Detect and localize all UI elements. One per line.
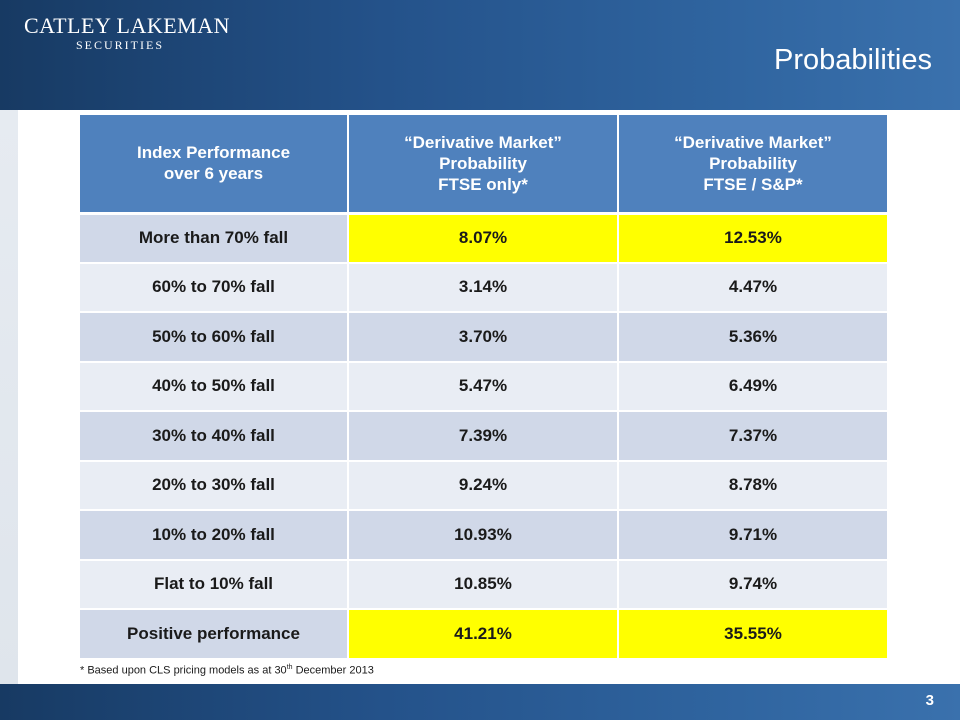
footer-bar: 3: [0, 684, 960, 720]
header-index-performance: Index Performance over 6 years: [80, 115, 349, 215]
ftse-sp-value: 4.47%: [618, 262, 889, 313]
table-row: Positive performance 41.21% 35.55%: [80, 609, 889, 660]
header-line: “Derivative Market”: [674, 132, 832, 152]
ftse-sp-value: 8.78%: [618, 460, 889, 511]
ftse-sp-value: 7.37%: [618, 411, 889, 462]
footnote-text-end: December 2013: [292, 664, 374, 677]
header-line: Probability: [709, 153, 797, 173]
ftse-only-value: 10.93%: [348, 510, 619, 561]
company-logo: CATLEY LAKEMAN SECURITIES: [24, 13, 230, 53]
row-label: 20% to 30% fall: [80, 460, 349, 511]
ftse-sp-value: 6.49%: [618, 361, 889, 412]
ftse-only-value: 3.70%: [348, 312, 619, 363]
row-label: 50% to 60% fall: [80, 312, 349, 363]
ftse-only-value: 10.85%: [348, 559, 619, 610]
ftse-only-value: 41.21%: [348, 609, 619, 660]
ftse-only-value: 7.39%: [348, 411, 619, 462]
ftse-sp-value: 12.53%: [618, 213, 889, 264]
header-line: Index Performance: [136, 143, 291, 163]
left-accent-bar: [0, 110, 18, 684]
header-line: FTSE / S&P*: [703, 174, 803, 194]
table-row: 40% to 50% fall 5.47% 6.49%: [80, 361, 889, 412]
footnote-superscript: th: [286, 664, 293, 671]
footnote: * Based upon CLS pricing models as at 30…: [80, 664, 374, 677]
ftse-sp-value: 9.74%: [618, 559, 889, 610]
page-number: 3: [925, 692, 934, 709]
page-title: Probabilities: [774, 44, 932, 76]
table-row: 60% to 70% fall 3.14% 4.47%: [80, 262, 889, 313]
row-label: 60% to 70% fall: [80, 262, 349, 313]
header-line: FTSE only*: [438, 174, 528, 194]
row-label: 10% to 20% fall: [80, 510, 349, 561]
ftse-only-value: 8.07%: [348, 213, 619, 264]
header-line: over 6 years: [163, 164, 264, 184]
table-header-row: Index Performance over 6 years “Derivati…: [80, 115, 889, 215]
table-row: 20% to 30% fall 9.24% 8.78%: [80, 460, 889, 511]
row-label: Flat to 10% fall: [80, 559, 349, 610]
table-row: 10% to 20% fall 10.93% 9.71%: [80, 510, 889, 561]
ftse-sp-value: 5.36%: [618, 312, 889, 363]
ftse-sp-value: 9.71%: [618, 510, 889, 561]
ftse-only-value: 9.24%: [348, 460, 619, 511]
table-row: 30% to 40% fall 7.39% 7.37%: [80, 411, 889, 462]
ftse-sp-value: 35.55%: [618, 609, 889, 660]
row-label: 30% to 40% fall: [80, 411, 349, 462]
header-line: “Derivative Market”: [404, 132, 562, 152]
header-ftse-only: “Derivative Market” Probability FTSE onl…: [348, 115, 619, 215]
row-label: Positive performance: [80, 609, 349, 660]
ftse-only-value: 5.47%: [348, 361, 619, 412]
ftse-only-value: 3.14%: [348, 262, 619, 313]
header-bar: CATLEY LAKEMAN SECURITIES Probabilities: [0, 0, 960, 110]
table-row: More than 70% fall 8.07% 12.53%: [80, 213, 889, 264]
row-label: More than 70% fall: [80, 213, 349, 264]
footnote-text: * Based upon CLS pricing models as at 30: [80, 664, 287, 677]
header-ftse-sp: “Derivative Market” Probability FTSE / S…: [618, 115, 889, 215]
probability-table: Index Performance over 6 years “Derivati…: [80, 115, 889, 660]
table-row: 50% to 60% fall 3.70% 5.36%: [80, 312, 889, 363]
table-row: Flat to 10% fall 10.85% 9.74%: [80, 559, 889, 610]
logo-main-text: CATLEY LAKEMAN: [24, 13, 230, 38]
header-line: Probability: [439, 153, 527, 173]
logo-sub-text: SECURITIES: [76, 38, 165, 52]
row-label: 40% to 50% fall: [80, 361, 349, 412]
